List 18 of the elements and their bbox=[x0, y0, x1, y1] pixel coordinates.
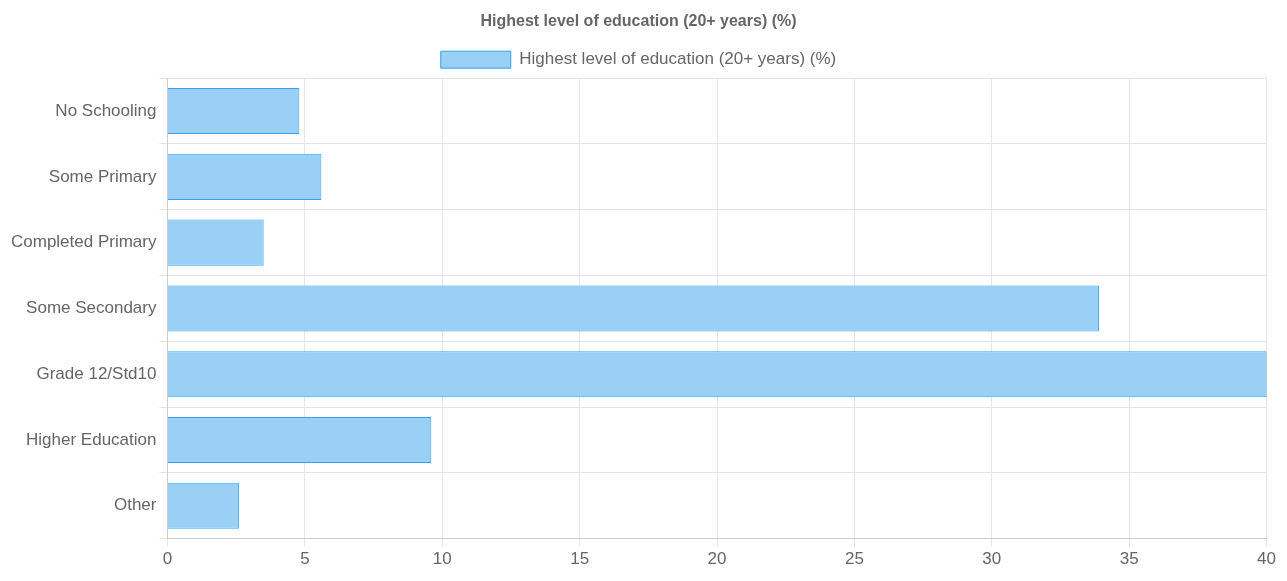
x-tick-label: 0 bbox=[162, 549, 173, 569]
x-tick-label: 10 bbox=[432, 549, 452, 569]
y-tick-label: Other bbox=[113, 495, 157, 515]
x-tick-label: 40 bbox=[1257, 549, 1277, 569]
y-tick-label: Higher Education bbox=[26, 429, 157, 449]
y-tick-label: Completed Primary bbox=[10, 232, 157, 252]
x-tick-label: 25 bbox=[844, 549, 864, 569]
x-tick-label: 20 bbox=[707, 549, 727, 569]
x-tick-label: 30 bbox=[982, 549, 1002, 569]
y-tick-label: Grade 12/Std10 bbox=[36, 363, 157, 383]
x-tick-label: 15 bbox=[570, 549, 590, 569]
y-tick-label: Some Secondary bbox=[26, 298, 157, 318]
legend-label: Highest level of education (20+ years) (%) bbox=[519, 49, 837, 69]
y-tick-label: No Schooling bbox=[55, 100, 157, 120]
y-tick-label: Some Primary bbox=[48, 166, 157, 186]
x-tick-label: 5 bbox=[300, 549, 310, 569]
chart-title: Highest level of education (20+ years) (%) bbox=[480, 12, 797, 30]
x-tick-label: 35 bbox=[1119, 549, 1139, 569]
